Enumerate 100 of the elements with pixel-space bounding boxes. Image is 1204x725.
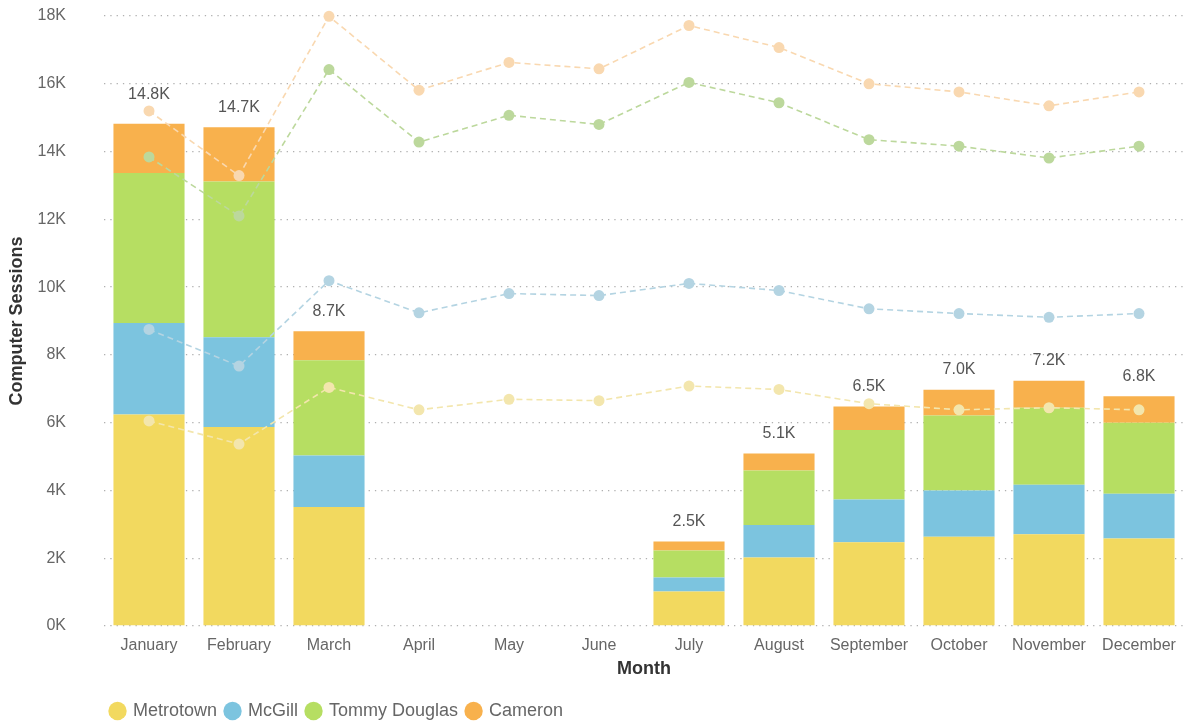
point xyxy=(233,210,245,222)
bar xyxy=(743,557,815,626)
bar xyxy=(923,415,995,491)
point xyxy=(953,86,965,98)
bar xyxy=(743,470,815,526)
bar xyxy=(293,507,365,626)
bar xyxy=(923,389,995,416)
total-label: 14.7K xyxy=(218,97,261,115)
point xyxy=(953,404,965,416)
bar xyxy=(293,331,365,361)
bar xyxy=(653,550,725,578)
point xyxy=(323,381,335,393)
total-label: 6.5K xyxy=(852,376,886,394)
x-tick-label: December xyxy=(1102,636,1177,654)
y-tick-label: 2K xyxy=(46,548,67,566)
bar xyxy=(113,172,185,324)
point xyxy=(1043,311,1055,323)
point xyxy=(863,134,875,146)
y-tick-label: 8K xyxy=(46,345,67,363)
bar xyxy=(833,499,905,543)
point xyxy=(863,303,875,315)
point xyxy=(503,56,515,68)
point xyxy=(413,84,425,96)
y-tick-label: 12K xyxy=(37,209,67,227)
bar xyxy=(113,123,185,173)
point xyxy=(323,275,335,287)
y-axis-title: Computer Sessions xyxy=(5,236,26,406)
legend-label: Cameron xyxy=(489,699,564,720)
y-tick-label: 14K xyxy=(37,141,67,159)
x-tick-label: May xyxy=(493,636,525,654)
bar xyxy=(1103,538,1175,626)
point xyxy=(683,19,695,31)
y-tick-label: 16K xyxy=(37,74,67,92)
legend-label: Tommy Douglas xyxy=(329,699,459,720)
x-tick-label: January xyxy=(120,636,178,654)
bar xyxy=(1103,493,1175,539)
point xyxy=(503,393,515,405)
point xyxy=(143,323,155,335)
point xyxy=(683,380,695,392)
point xyxy=(323,10,335,22)
legend-label: McGill xyxy=(248,699,299,720)
bar xyxy=(833,430,905,500)
x-tick-label: February xyxy=(206,636,272,654)
bar xyxy=(1103,422,1175,494)
point xyxy=(413,136,425,148)
y-tick-label: 10K xyxy=(37,277,67,295)
y-tick-label: 0K xyxy=(46,616,67,634)
bar xyxy=(203,427,275,626)
bar xyxy=(113,414,185,626)
point xyxy=(863,78,875,90)
point xyxy=(1133,308,1145,320)
total-label: 14.8K xyxy=(128,84,171,102)
point xyxy=(413,307,425,319)
bar xyxy=(653,591,725,626)
point xyxy=(413,404,425,416)
total-label: 5.1K xyxy=(762,423,796,441)
y-tick-label: 4K xyxy=(46,480,67,498)
bar xyxy=(743,525,815,558)
point xyxy=(593,290,605,302)
point xyxy=(593,118,605,130)
total-label: 8.7K xyxy=(312,301,346,319)
point xyxy=(863,398,875,410)
x-tick-label: July xyxy=(674,636,704,654)
bar xyxy=(203,181,275,338)
x-tick-label: October xyxy=(930,636,989,654)
bar xyxy=(833,406,905,431)
legend-label: Metrotown xyxy=(133,699,218,720)
x-tick-label: April xyxy=(402,636,436,654)
point xyxy=(1043,100,1055,112)
point xyxy=(953,140,965,152)
point xyxy=(233,170,245,182)
bar xyxy=(653,577,725,592)
point xyxy=(143,151,155,163)
point xyxy=(143,415,155,427)
bar xyxy=(923,536,995,626)
x-tick-label: March xyxy=(306,636,352,654)
point xyxy=(323,64,335,76)
point xyxy=(503,109,515,121)
point xyxy=(1133,404,1145,416)
bar xyxy=(293,360,365,456)
bar xyxy=(1013,534,1085,626)
point xyxy=(773,97,785,109)
point xyxy=(233,360,245,372)
point xyxy=(773,383,785,395)
x-axis-title: Month xyxy=(617,658,671,679)
x-tick-label: September xyxy=(829,636,909,654)
y-tick-label: 18K xyxy=(37,6,67,24)
total-label: 6.8K xyxy=(1122,366,1156,384)
bar xyxy=(743,453,815,471)
x-tick-label: August xyxy=(754,636,805,654)
total-label: 7.2K xyxy=(1032,351,1066,369)
point xyxy=(143,105,155,117)
point xyxy=(683,277,695,289)
point xyxy=(773,285,785,296)
point xyxy=(593,63,605,75)
point xyxy=(1043,152,1055,164)
bar xyxy=(1013,484,1085,535)
point xyxy=(1133,86,1145,98)
bar xyxy=(923,490,995,537)
total-label: 2.5K xyxy=(672,512,706,530)
